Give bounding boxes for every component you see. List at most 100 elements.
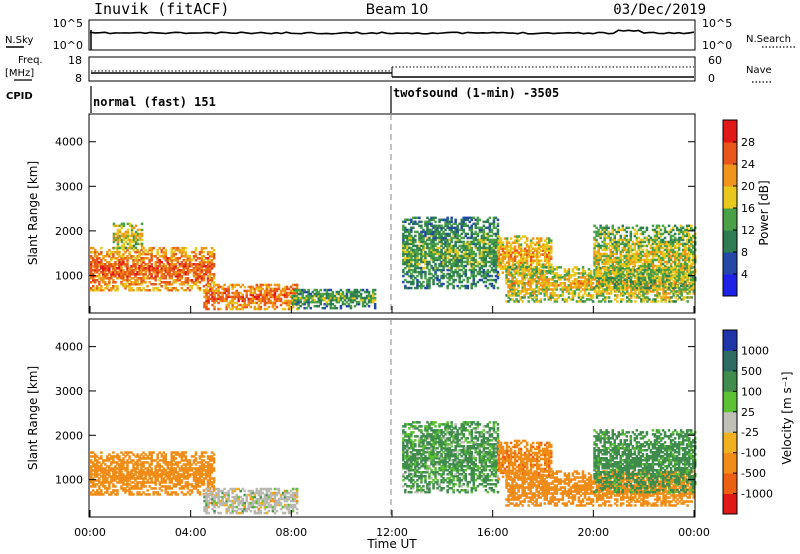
power-cell — [666, 268, 669, 271]
power-cell — [134, 265, 137, 268]
power-cell — [112, 240, 116, 244]
power-cell — [128, 279, 131, 282]
power-cell — [525, 269, 529, 272]
power-cell — [211, 291, 214, 295]
power-cell — [273, 293, 277, 297]
power-cell — [601, 226, 604, 230]
power-cell — [635, 224, 639, 228]
power-cell — [484, 280, 488, 284]
power-cell — [120, 244, 124, 248]
power-cell — [285, 291, 289, 295]
power-cell — [198, 287, 202, 290]
power-cell — [106, 250, 109, 254]
power-cell — [679, 256, 683, 260]
power-cell — [511, 251, 515, 254]
power-cell — [680, 290, 683, 293]
power-cell — [416, 250, 419, 254]
power-cell — [649, 252, 653, 256]
power-cell — [152, 283, 155, 286]
power-cell — [653, 236, 657, 240]
power-cell — [164, 265, 167, 268]
power-cell — [307, 300, 310, 304]
power-cell — [486, 250, 490, 254]
power-cell — [474, 242, 477, 246]
power-cell — [273, 297, 277, 301]
power-cell — [507, 294, 510, 297]
power-cell — [116, 273, 119, 276]
power-cell — [434, 234, 437, 238]
power-cell — [639, 240, 643, 244]
power-cell — [367, 300, 371, 304]
power-cell — [671, 284, 675, 288]
power-cell — [466, 258, 469, 262]
power-cell — [192, 257, 196, 260]
power-cell — [620, 300, 623, 303]
power-cell — [661, 238, 665, 242]
power-cell — [675, 272, 679, 276]
power-cell — [454, 232, 457, 236]
power-cell — [142, 252, 145, 256]
power-cell — [128, 269, 131, 272]
power-cell — [615, 256, 618, 260]
power-cell — [662, 282, 665, 285]
power-cell — [194, 259, 198, 262]
power-cell — [480, 228, 484, 232]
power-cell — [166, 287, 169, 290]
power-cell — [666, 292, 669, 295]
power-cell — [527, 267, 531, 270]
power-cell — [211, 303, 214, 307]
power-cell — [225, 299, 228, 303]
power-cell — [420, 220, 423, 224]
power-cell — [367, 292, 371, 296]
power-cell — [605, 268, 608, 272]
power-cell — [202, 277, 206, 280]
power-cell — [203, 289, 206, 293]
power-cell — [205, 293, 208, 297]
power-cell — [96, 267, 99, 270]
power-cell — [265, 307, 269, 311]
power-cell — [454, 242, 457, 246]
power-cell — [303, 300, 306, 304]
power-cell — [579, 298, 583, 301]
power-cell — [96, 269, 99, 272]
power-cell — [132, 281, 135, 284]
power-cell — [593, 260, 596, 264]
power-cell — [428, 248, 431, 252]
power-cell — [540, 239, 543, 242]
power-cell — [458, 222, 461, 226]
power-cell — [198, 271, 202, 274]
power-cell — [428, 282, 431, 286]
power-cell — [648, 280, 651, 283]
power-cell — [164, 248, 167, 252]
power-cell — [513, 245, 517, 248]
power-cell — [416, 230, 419, 234]
power-cell — [476, 222, 480, 226]
power-cell — [261, 299, 265, 303]
power-cell — [635, 254, 639, 258]
power-cell — [371, 288, 375, 292]
power-cell — [523, 241, 527, 244]
power-cell — [617, 282, 620, 286]
power-cell — [410, 238, 413, 242]
power-cell — [607, 234, 610, 238]
power-cell — [420, 270, 423, 274]
power-cell — [128, 222, 132, 226]
power-cell — [629, 250, 633, 254]
power-cell — [146, 267, 149, 270]
power-cell — [180, 246, 184, 250]
power-cell — [501, 243, 505, 246]
power-cell — [337, 296, 341, 300]
power-cell — [482, 230, 486, 234]
power-cell — [426, 244, 429, 248]
power-cell — [307, 298, 310, 302]
power-cell — [267, 293, 271, 297]
power-cell — [601, 258, 604, 262]
power-cell — [138, 228, 142, 232]
power-cell — [643, 268, 647, 272]
power-cell — [653, 258, 657, 262]
power-cell — [373, 288, 377, 292]
power-cell — [541, 270, 544, 273]
power-cell — [521, 296, 524, 299]
power-cell — [659, 240, 663, 244]
power-cell — [599, 300, 603, 303]
